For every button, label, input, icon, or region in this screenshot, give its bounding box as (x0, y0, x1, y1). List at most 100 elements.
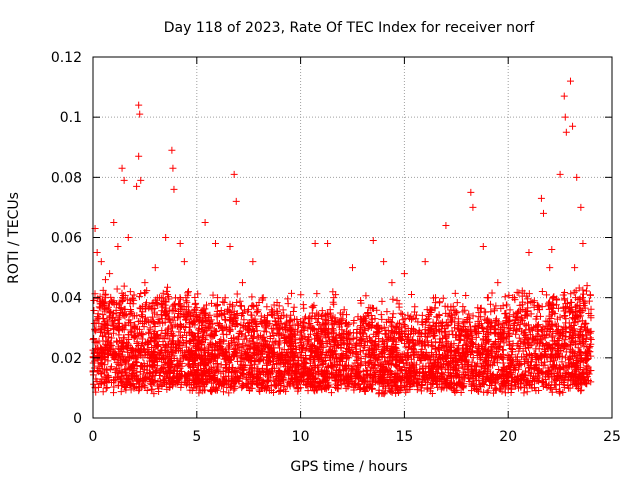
data-point (520, 389, 528, 397)
data-point (498, 324, 506, 332)
data-point (482, 325, 490, 333)
data-point (404, 311, 412, 319)
data-point (198, 319, 206, 327)
data-point (271, 317, 279, 325)
data-point (158, 364, 166, 372)
data-point (366, 358, 374, 366)
data-point (525, 368, 533, 376)
data-point (239, 382, 247, 390)
data-point (115, 369, 123, 377)
data-point (574, 296, 582, 304)
data-point (313, 318, 321, 326)
data-point (103, 366, 111, 374)
data-point (117, 305, 125, 313)
data-point (175, 328, 183, 336)
x-tick-label: 0 (89, 429, 98, 445)
data-point (228, 364, 236, 372)
data-point (280, 311, 288, 319)
data-point (293, 315, 301, 323)
data-point (214, 322, 222, 330)
data-point (90, 380, 98, 388)
data-point (415, 339, 423, 347)
data-point (505, 291, 513, 299)
data-point (440, 384, 448, 392)
data-point (263, 303, 271, 311)
data-point (583, 343, 591, 351)
data-point (90, 335, 98, 343)
data-point (120, 334, 128, 342)
data-point (200, 335, 208, 343)
data-point (208, 388, 216, 396)
data-point (304, 387, 312, 395)
data-point (562, 348, 570, 356)
data-point (113, 337, 120, 345)
data-point (150, 390, 158, 398)
data-point (143, 386, 151, 394)
data-point (207, 299, 215, 307)
data-point (374, 361, 382, 369)
data-point (583, 362, 591, 370)
data-point (559, 388, 567, 396)
data-point (582, 287, 590, 295)
data-point (183, 314, 191, 322)
data-point (491, 386, 499, 394)
data-point (122, 384, 130, 392)
data-point (485, 329, 493, 337)
data-point (256, 340, 264, 348)
data-point (570, 288, 578, 296)
data-point (484, 387, 492, 395)
data-point (506, 306, 514, 314)
data-point (587, 340, 595, 348)
data-point (263, 366, 271, 374)
data-point (263, 360, 271, 368)
data-point (275, 387, 283, 395)
data-point (361, 343, 369, 351)
data-point (381, 358, 389, 366)
data-point (203, 301, 211, 309)
data-point (457, 388, 465, 396)
data-point (452, 370, 460, 378)
data-point (574, 344, 582, 352)
data-point (301, 359, 309, 367)
data-point (110, 383, 118, 391)
data-point (300, 318, 308, 326)
data-point (384, 379, 392, 387)
data-point (492, 374, 500, 382)
data-point (107, 309, 115, 317)
data-point (506, 317, 514, 325)
data-point (375, 389, 383, 397)
data-point (248, 379, 256, 387)
data-point (225, 389, 233, 397)
data-points (89, 77, 595, 398)
data-point (474, 371, 482, 379)
data-point (498, 387, 506, 395)
data-point (109, 299, 117, 307)
data-point (231, 323, 239, 331)
data-point (183, 298, 191, 306)
data-point (509, 311, 517, 319)
data-point (148, 313, 156, 321)
data-point (263, 321, 271, 329)
data-point (138, 311, 146, 319)
data-point (478, 323, 486, 331)
data-point (324, 363, 332, 371)
data-point (386, 317, 394, 325)
data-point (397, 309, 405, 317)
data-point (228, 321, 236, 329)
data-point (411, 340, 419, 348)
data-point (548, 388, 556, 396)
data-point (127, 363, 135, 371)
data-point (515, 334, 523, 342)
data-point (158, 327, 166, 335)
data-point (241, 332, 249, 340)
data-point (367, 312, 375, 320)
data-point (427, 349, 435, 357)
data-point (371, 315, 379, 323)
data-point (418, 311, 426, 319)
data-point (575, 284, 583, 292)
data-point (113, 285, 121, 293)
data-point (318, 307, 326, 315)
data-point (561, 295, 569, 303)
data-point (579, 286, 587, 294)
